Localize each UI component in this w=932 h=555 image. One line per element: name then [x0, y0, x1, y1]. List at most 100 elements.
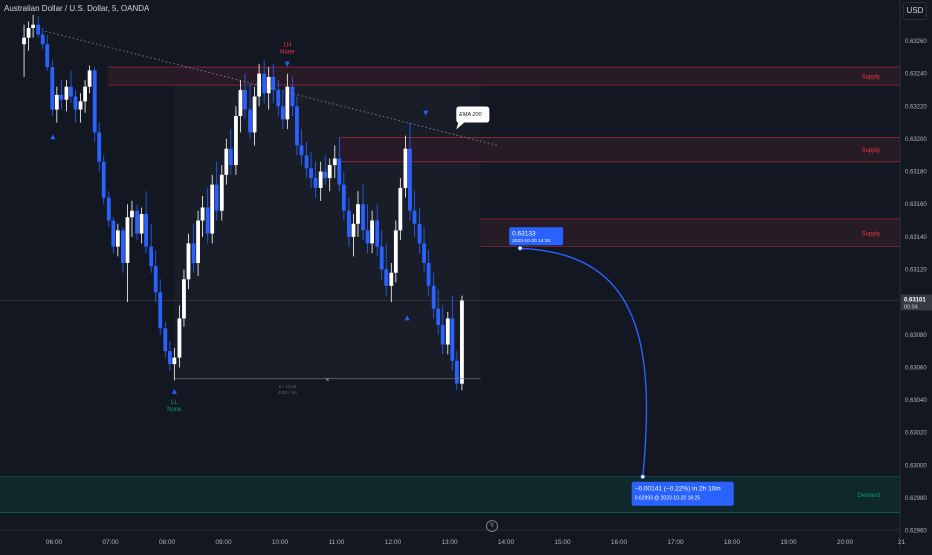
candle-body[interactable]: [186, 243, 191, 280]
candle-body[interactable]: [384, 269, 389, 286]
candle-body[interactable]: [299, 145, 304, 156]
candle-body[interactable]: [454, 360, 459, 384]
candle-body[interactable]: [271, 76, 276, 90]
candle-body[interactable]: [361, 204, 365, 231]
candle-body[interactable]: [318, 171, 323, 188]
candle-body[interactable]: [97, 132, 102, 162]
candle-body[interactable]: [36, 24, 41, 35]
candle-body[interactable]: [153, 266, 158, 293]
candle-body[interactable]: [200, 207, 205, 221]
candle-body[interactable]: [26, 27, 31, 38]
candle-body[interactable]: [130, 210, 134, 218]
candle-body[interactable]: [422, 243, 426, 263]
candle-body[interactable]: [266, 76, 271, 94]
candle-body[interactable]: [332, 158, 337, 166]
candle-body[interactable]: [356, 204, 360, 224]
candle-body[interactable]: [87, 70, 92, 87]
candle-body[interactable]: [276, 89, 281, 107]
candle-body[interactable]: [64, 86, 69, 100]
candle-body[interactable]: [347, 210, 351, 237]
candle-body[interactable]: [412, 210, 417, 224]
candle-body[interactable]: [101, 161, 106, 198]
candle-body[interactable]: [337, 158, 342, 185]
candle-body[interactable]: [450, 318, 455, 361]
candle-body[interactable]: [436, 308, 441, 325]
candle-body[interactable]: [69, 86, 73, 97]
candle-body[interactable]: [309, 168, 313, 179]
replay-icon[interactable]: ↯: [486, 520, 498, 532]
candle-body[interactable]: [22, 37, 26, 45]
candle-body[interactable]: [78, 101, 83, 110]
candle-body[interactable]: [426, 262, 431, 286]
candle-body[interactable]: [59, 94, 64, 100]
candle-body[interactable]: [177, 318, 182, 358]
candle-body[interactable]: [191, 243, 196, 263]
candle-body[interactable]: [111, 220, 116, 247]
candle-body[interactable]: [403, 148, 408, 188]
candle-body[interactable]: [224, 148, 229, 175]
candle-body[interactable]: [238, 89, 243, 117]
candle-body[interactable]: [167, 351, 172, 365]
candle-body[interactable]: [135, 210, 139, 234]
candle-body[interactable]: [205, 207, 210, 234]
candle-body[interactable]: [248, 109, 252, 133]
candle-body[interactable]: [92, 70, 97, 133]
candle-body[interactable]: [219, 174, 224, 211]
candle-body[interactable]: [379, 246, 384, 270]
candle-body[interactable]: [172, 357, 177, 365]
candle-body[interactable]: [196, 220, 200, 263]
candle-body[interactable]: [262, 73, 267, 94]
candle-body[interactable]: [290, 86, 295, 107]
symbol-title[interactable]: Australian Dollar / U.S. Dollar, 5, OAND…: [4, 4, 150, 13]
candle-body[interactable]: [163, 328, 168, 352]
candle-body[interactable]: [115, 230, 120, 247]
candle-body[interactable]: [341, 184, 346, 211]
candle-body[interactable]: [304, 155, 309, 169]
candle-body[interactable]: [50, 67, 55, 110]
candle-body[interactable]: [389, 272, 394, 286]
candle-body[interactable]: [31, 24, 35, 28]
candle-body[interactable]: [295, 106, 299, 146]
candle-body[interactable]: [45, 44, 50, 68]
candle-body[interactable]: [327, 165, 332, 179]
candle-body[interactable]: [440, 324, 445, 345]
candle-body[interactable]: [106, 197, 111, 221]
candle-body[interactable]: [121, 230, 125, 263]
candle-body[interactable]: [365, 230, 370, 244]
candle-body[interactable]: [398, 187, 403, 231]
candle-body[interactable]: [460, 300, 464, 384]
projection-end-point[interactable]: [640, 474, 646, 480]
candle-body[interactable]: [280, 106, 285, 120]
candle-body[interactable]: [158, 292, 163, 329]
candle-body[interactable]: [252, 96, 257, 133]
candle-body[interactable]: [125, 217, 130, 263]
candle-body[interactable]: [351, 223, 356, 237]
candle-body[interactable]: [375, 220, 380, 247]
candle-body[interactable]: [445, 318, 450, 345]
candle-body[interactable]: [54, 94, 59, 110]
candle-body[interactable]: [243, 89, 247, 110]
candle-body[interactable]: [408, 148, 412, 211]
candle-body[interactable]: [228, 148, 233, 166]
candle-body[interactable]: [257, 73, 261, 97]
candle-body[interactable]: [40, 34, 45, 45]
candle-body[interactable]: [139, 213, 144, 234]
candle-body[interactable]: [313, 178, 318, 188]
candle-body[interactable]: [149, 246, 154, 267]
candle-body[interactable]: [393, 230, 398, 273]
candle-body[interactable]: [73, 96, 78, 110]
currency-button[interactable]: USD: [903, 2, 927, 20]
candle-body[interactable]: [182, 279, 186, 319]
projection-start-point[interactable]: [517, 245, 523, 251]
candle-body[interactable]: [83, 86, 87, 102]
candle-body[interactable]: [285, 86, 290, 120]
candle-body[interactable]: [417, 223, 422, 244]
candle-body[interactable]: [234, 116, 238, 166]
candle-body[interactable]: [210, 184, 215, 234]
candle-body[interactable]: [214, 184, 219, 211]
candle-body[interactable]: [370, 220, 374, 244]
candle-body[interactable]: [144, 213, 148, 247]
candle-body[interactable]: [431, 285, 436, 309]
candle-body[interactable]: [323, 171, 328, 179]
